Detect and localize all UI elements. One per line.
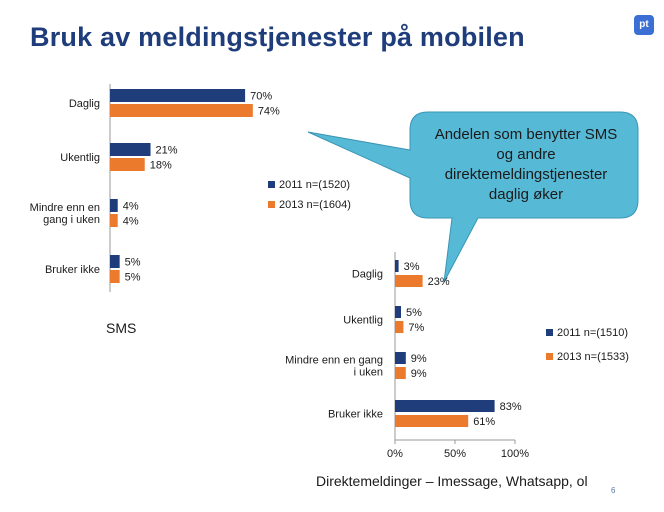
page-number: 6 <box>611 486 616 495</box>
data-label: 70% <box>250 91 272 103</box>
callout-line: og andre <box>496 146 556 163</box>
bar-2013 <box>395 415 469 427</box>
dm-chart: Daglig 3% 23% Ukentlig 5% 7% Mindre enn en gan… <box>285 252 629 460</box>
legend-swatch <box>268 201 275 208</box>
bar-2013 <box>110 158 145 171</box>
callout-line: direktemeldingstjenester <box>444 166 608 183</box>
bar-2013 <box>395 367 406 379</box>
bar-2011 <box>395 260 399 272</box>
bar-2013 <box>110 270 120 283</box>
category-label: Mindre enn en <box>30 202 100 214</box>
dm-chart-title: Direktemeldinger – Imessage, Whatsapp, o… <box>316 473 588 489</box>
bar-2011 <box>395 352 406 364</box>
category-label: Ukentlig <box>343 315 383 327</box>
category-label: Ukentlig <box>60 152 100 164</box>
category-label: Bruker ikke <box>45 264 100 276</box>
category-label: i uken <box>354 367 383 379</box>
data-label: 74% <box>258 106 280 118</box>
x-tick-label: 50% <box>444 448 466 460</box>
data-label: 21% <box>156 145 178 157</box>
callout-line: Andelen som benytter SMS <box>434 126 618 143</box>
data-label: 7% <box>408 322 424 334</box>
bar-2013 <box>110 104 253 117</box>
bar-2013 <box>395 321 404 333</box>
callout-text: Andelen som benytter SMS og andre direkt… <box>420 125 632 205</box>
callout-bubble <box>307 111 639 283</box>
data-label: 3% <box>404 261 420 273</box>
data-label: 5% <box>125 272 141 284</box>
data-label: 9% <box>411 353 427 365</box>
category-label: Mindre enn en gang <box>285 355 383 367</box>
bar-2011 <box>110 199 118 212</box>
category-label: Daglig <box>352 269 383 281</box>
category-label: Bruker ikke <box>328 409 383 421</box>
legend-label: 2013 n=(1533) <box>557 351 629 363</box>
data-label: 9% <box>411 368 427 380</box>
bar-2011 <box>110 143 151 156</box>
legend-swatch <box>546 353 553 360</box>
legend-label: 2013 n=(1604) <box>279 199 351 211</box>
sms-chart: Daglig 70% 74% Ukentlig 21% 18% Mindre enn eng… <box>30 84 351 292</box>
x-tick-label: 100% <box>501 448 529 460</box>
page-title: Bruk av meldingstjenester på mobilen <box>30 22 525 52</box>
data-label: 23% <box>428 276 450 288</box>
bar-2013 <box>395 275 423 287</box>
x-tick-label: 0% <box>387 448 403 460</box>
data-label: 4% <box>123 201 139 213</box>
data-label: 5% <box>406 307 422 319</box>
category-label: gang i uken <box>43 214 100 226</box>
data-label: 4% <box>123 216 139 228</box>
sms-chart-title: SMS <box>106 320 137 336</box>
data-label: 83% <box>500 401 522 413</box>
bar-2011 <box>110 255 120 268</box>
legend-swatch <box>546 329 553 336</box>
bar-2013 <box>110 214 118 227</box>
legend-label: 2011 n=(1510) <box>557 327 628 339</box>
data-label: 18% <box>150 160 172 172</box>
category-label: Daglig <box>69 98 100 110</box>
legend-swatch <box>268 181 275 188</box>
bar-2011 <box>110 89 246 102</box>
data-label: 61% <box>473 416 495 428</box>
logo: pt <box>634 15 654 35</box>
legend-label: 2011 n=(1520) <box>279 179 350 191</box>
bar-2011 <box>395 306 401 318</box>
data-label: 5% <box>125 257 141 269</box>
callout-line: daglig øker <box>488 186 564 203</box>
bar-2011 <box>395 400 495 412</box>
